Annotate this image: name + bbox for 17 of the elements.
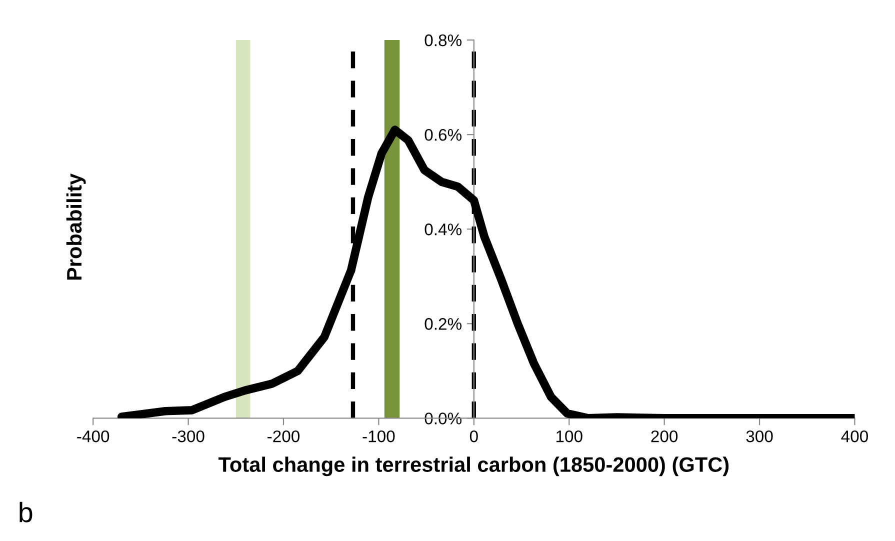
- x-tick-label: 300: [746, 430, 773, 442]
- text: b: [20, 502, 32, 522]
- x-axis-title: Total change in terrestrial carbon (1850-2000) (GTC): [218, 456, 729, 476]
- y-tick-label: 0.6%: [424, 128, 462, 141]
- x-tick-label: 200: [651, 430, 678, 442]
- x-tick-label: -400: [77, 430, 110, 442]
- x-tick-label: -200: [268, 430, 300, 442]
- x-tick-label: 0: [470, 430, 478, 442]
- y-tick-label: 0.4%: [424, 224, 462, 236]
- y-tick-label: 0.8%: [424, 34, 462, 46]
- x-tick-label: 100: [556, 430, 582, 442]
- y-tick-label: 0.2%: [424, 318, 462, 330]
- x-tick-label: -300: [172, 430, 204, 442]
- y-tick-label: 0.0%: [424, 412, 462, 424]
- x-tick-label: 400: [841, 430, 868, 442]
- x-tick-label: -100: [362, 430, 395, 442]
- y-axis-title: Probability: [66, 174, 86, 280]
